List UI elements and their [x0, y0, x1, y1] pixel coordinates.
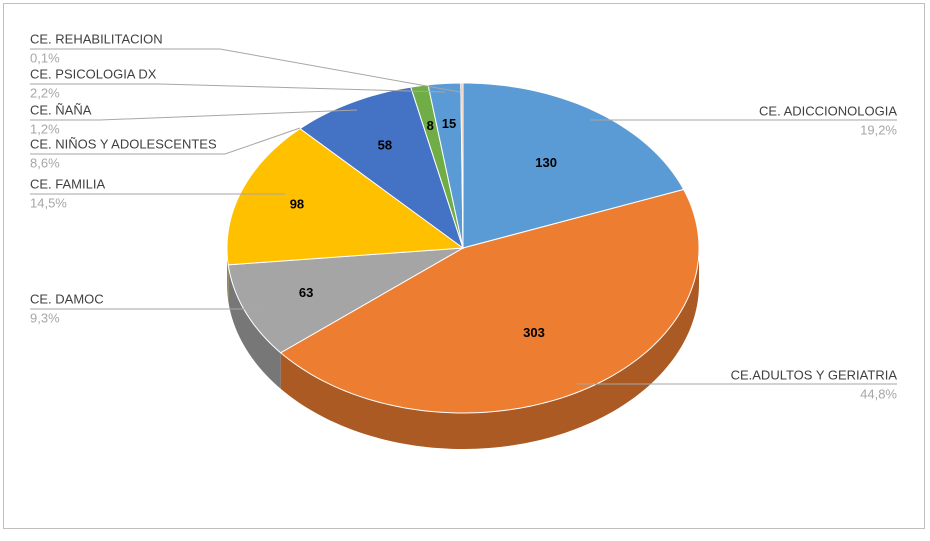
category-label: CE.ADULTOS Y GERIATRIA [731, 367, 898, 382]
percent-label: 0,1% [30, 50, 60, 65]
slice-side [228, 264, 281, 389]
leader-line [30, 48, 461, 93]
slice [226, 128, 465, 266]
category-label: CE. DAMOC [30, 291, 104, 306]
data-label: 63 [299, 285, 313, 300]
percent-label: 9,3% [30, 310, 60, 325]
slice [227, 247, 464, 354]
leader-line [30, 109, 358, 121]
slice-side [280, 248, 699, 449]
data-label: 8 [427, 118, 434, 133]
percent-label: 8,6% [30, 155, 60, 170]
percent-label: 44,8% [860, 386, 897, 401]
slice [279, 188, 700, 414]
slice [460, 82, 464, 249]
category-label: CE. REHABILITACION [30, 31, 163, 46]
data-label: 303 [523, 325, 545, 340]
category-label: CE. NIÑOS Y ADOLESCENTES [30, 136, 217, 151]
data-label: 15 [442, 116, 456, 131]
data-label: 58 [378, 138, 392, 153]
slice [427, 82, 464, 249]
leader-line [30, 127, 301, 155]
category-label: CE. FAMILIA [30, 176, 105, 191]
category-label: CE. PSICOLOGIA DX [30, 66, 157, 81]
percent-label: 14,5% [30, 195, 67, 210]
category-label: CE. ÑAÑA [30, 102, 92, 117]
data-label: 130 [535, 155, 557, 170]
leader-line [30, 83, 446, 93]
category-label: CE. ADICCIONOLOGIA [759, 103, 897, 118]
data-label: 98 [290, 197, 304, 212]
percent-label: 19,2% [860, 122, 897, 137]
percent-label: 2,2% [30, 85, 60, 100]
slice [462, 82, 685, 249]
percent-label: 1,2% [30, 121, 60, 136]
